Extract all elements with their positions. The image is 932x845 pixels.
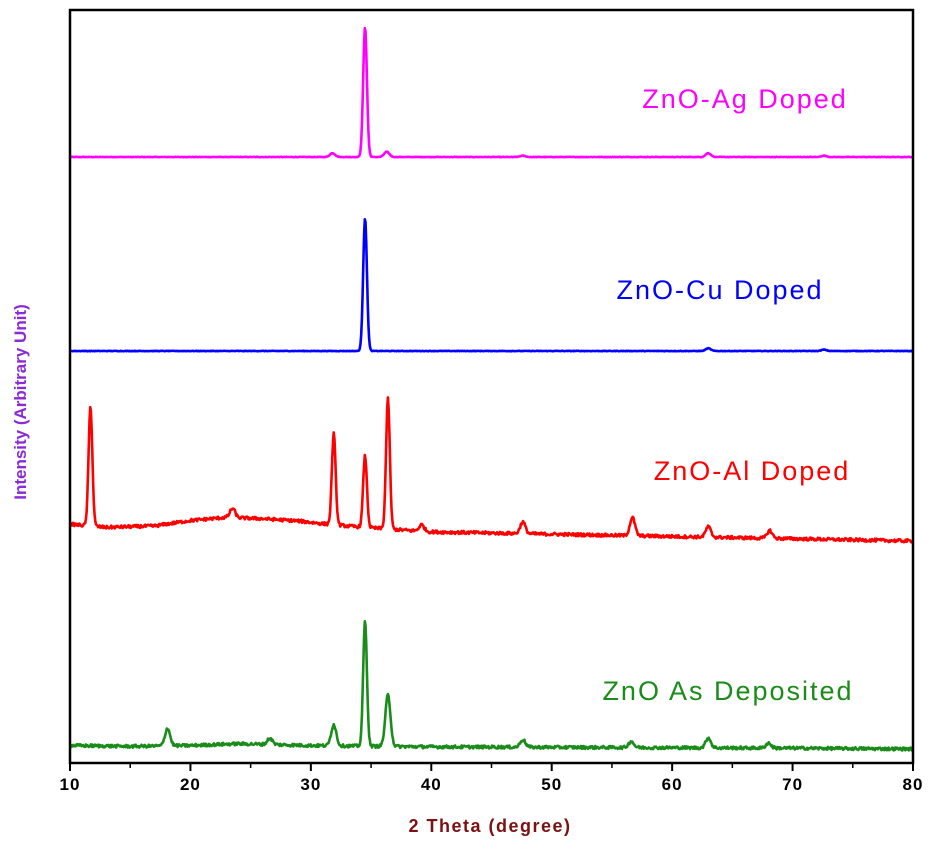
x-tick-label-3: 40	[421, 775, 442, 794]
series-labels: ZnO-Ag Doped ZnO-Cu Doped ZnO-Al Doped ZnO …	[602, 84, 853, 706]
x-tick-label-0: 10	[60, 775, 81, 794]
series-label-1: ZnO-Cu Doped	[616, 275, 823, 305]
plot-area	[68, 26, 914, 752]
series-line-1	[69, 217, 914, 353]
x-tick-label-1: 20	[180, 775, 201, 794]
x-tick-label-4: 50	[541, 775, 562, 794]
x-axis: 10 20 30 40 50 60 70 80	[60, 763, 924, 794]
x-tick-label-2: 30	[300, 775, 321, 794]
x-tick-label-6: 70	[782, 775, 803, 794]
y-axis-title: Intensity (Arbitrary Unit)	[11, 304, 30, 500]
x-tick-label-7: 80	[903, 775, 924, 794]
series-line-0	[69, 26, 914, 159]
series-label-0: ZnO-Ag Doped	[642, 84, 848, 114]
plot-frame	[68, 8, 915, 765]
series-line-3	[68, 619, 914, 752]
series-line-2	[68, 396, 914, 544]
x-axis-title: 2 Theta (degree)	[408, 816, 571, 836]
series-label-2: ZnO-Al Doped	[654, 456, 851, 486]
series-label-3: ZnO As Deposited	[602, 676, 853, 706]
x-tick-label-5: 60	[662, 775, 683, 794]
